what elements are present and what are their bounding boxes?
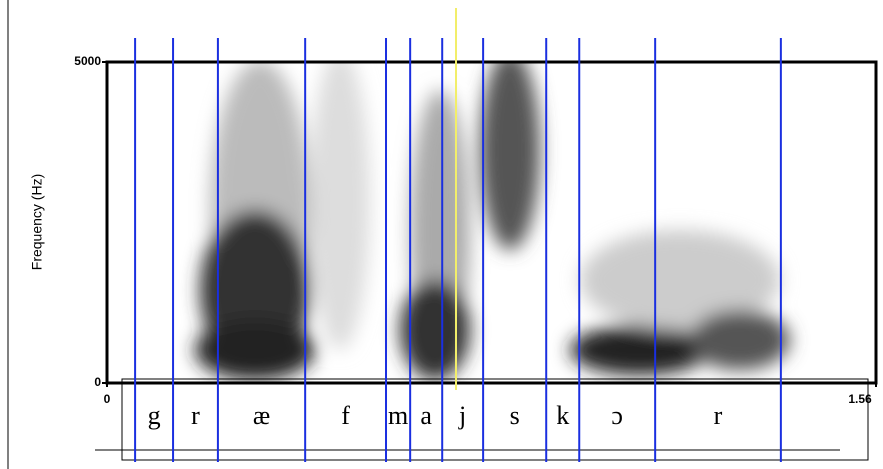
- x-tick-label: 0: [104, 392, 111, 406]
- segment-label: r: [191, 401, 200, 430]
- segment-label: a: [420, 401, 432, 430]
- x-tick-label: 1.56: [848, 392, 872, 406]
- segment-label: k: [556, 401, 569, 430]
- plot-frame: [105, 60, 878, 385]
- transcription-box: [121, 378, 869, 461]
- segment-label: ɔ: [611, 401, 623, 430]
- y-tick-label: 5000: [74, 54, 101, 68]
- y-tick-label: 0: [94, 375, 101, 389]
- spectrogram-texture: [195, 62, 790, 380]
- y-axis-label: Frequency (Hz): [29, 174, 45, 270]
- segment-label: s: [510, 401, 520, 430]
- segment-label: f: [341, 401, 350, 430]
- segment-label: r: [714, 401, 723, 430]
- segment-label: g: [148, 401, 161, 430]
- segment-label: æ: [253, 401, 270, 430]
- segment-label: j: [458, 401, 466, 430]
- segment-label: m: [388, 401, 408, 430]
